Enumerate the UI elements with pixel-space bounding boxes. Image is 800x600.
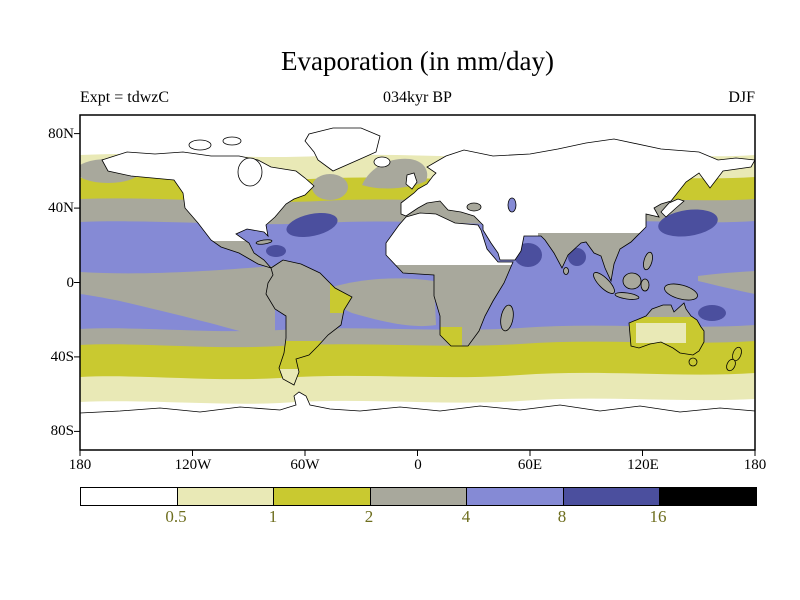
lat-label-80n: 80N: [48, 126, 74, 142]
season-label: DJF: [728, 89, 755, 106]
madagascar: [500, 304, 514, 332]
lon-label-180w: 180: [68, 457, 92, 473]
lat-label-40s: 40S: [50, 349, 74, 365]
lon-label-60w: 60W: [290, 457, 320, 473]
gulf-stream-maximum: [286, 212, 338, 238]
arctic-island: [222, 136, 242, 146]
colorbar: [80, 487, 757, 506]
lon-label-120e: 120E: [627, 457, 659, 473]
colorbar-segment-8-16: [563, 488, 661, 505]
colorbar-label-4: 4: [461, 507, 471, 526]
colorbar-segment-gt-16: [660, 488, 757, 505]
borneo: [622, 272, 642, 290]
sri-lanka: [563, 267, 569, 275]
axis-ticks: [74, 133, 756, 456]
colorbar-segment-1-2: [274, 488, 371, 505]
japan: [660, 198, 685, 218]
bay-of-bengal-maximum: [568, 248, 586, 266]
equatorial-pacific-gray-tongue: [80, 266, 275, 342]
caspian-sea: [507, 197, 517, 213]
sulawesi: [640, 278, 650, 292]
colorbar-label-0.5: 0.5: [165, 507, 187, 526]
black-sea: [466, 202, 482, 212]
colorbar-segment-0.5-1: [177, 488, 275, 505]
plot-title: Evaporation (in mm/day): [281, 46, 554, 76]
lon-label-120w: 120W: [174, 457, 212, 473]
labrador-sea-patch: [312, 174, 348, 200]
new-zealand-south: [726, 358, 736, 372]
map-frame: [79, 114, 756, 451]
new-guinea: [664, 283, 698, 301]
experiment-label: Expt = tdwzC: [80, 89, 170, 106]
colorbar-segment-lt-0.5: [81, 488, 178, 505]
hudson-bay: [237, 157, 263, 187]
equatorial-atlantic-gray-tongue: [332, 278, 436, 327]
java: [614, 292, 640, 300]
world-map-plot: [74, 114, 756, 456]
time-label: 034kyr BP: [383, 89, 452, 106]
colorbar-segment-4-8: [467, 488, 564, 505]
united-kingdom: [405, 172, 418, 190]
coral-sea-maximum: [698, 305, 726, 321]
colorbar-label-16: 16: [649, 507, 667, 526]
kuroshio-maximum: [658, 209, 718, 237]
sumatra: [593, 272, 615, 294]
colorbar-segment-2-4: [370, 488, 468, 505]
lon-label-0: 0: [414, 457, 422, 473]
lat-label-80s: 80S: [50, 423, 74, 439]
colorbar-label-1: 1: [268, 507, 278, 526]
arctic-island: [188, 139, 212, 151]
lat-label-0: 0: [66, 275, 75, 291]
colorbar-label-2: 2: [364, 507, 374, 526]
cuba: [255, 239, 273, 245]
caribbean-maximum: [266, 245, 286, 257]
lon-label-180e: 180: [743, 457, 767, 473]
colorbar-label-8: 8: [557, 507, 567, 526]
lat-label-40n: 40N: [48, 200, 74, 216]
tasmania: [688, 357, 698, 367]
iceland: [373, 156, 391, 168]
lon-label-60e: 60E: [517, 457, 543, 473]
philippines: [643, 251, 653, 271]
